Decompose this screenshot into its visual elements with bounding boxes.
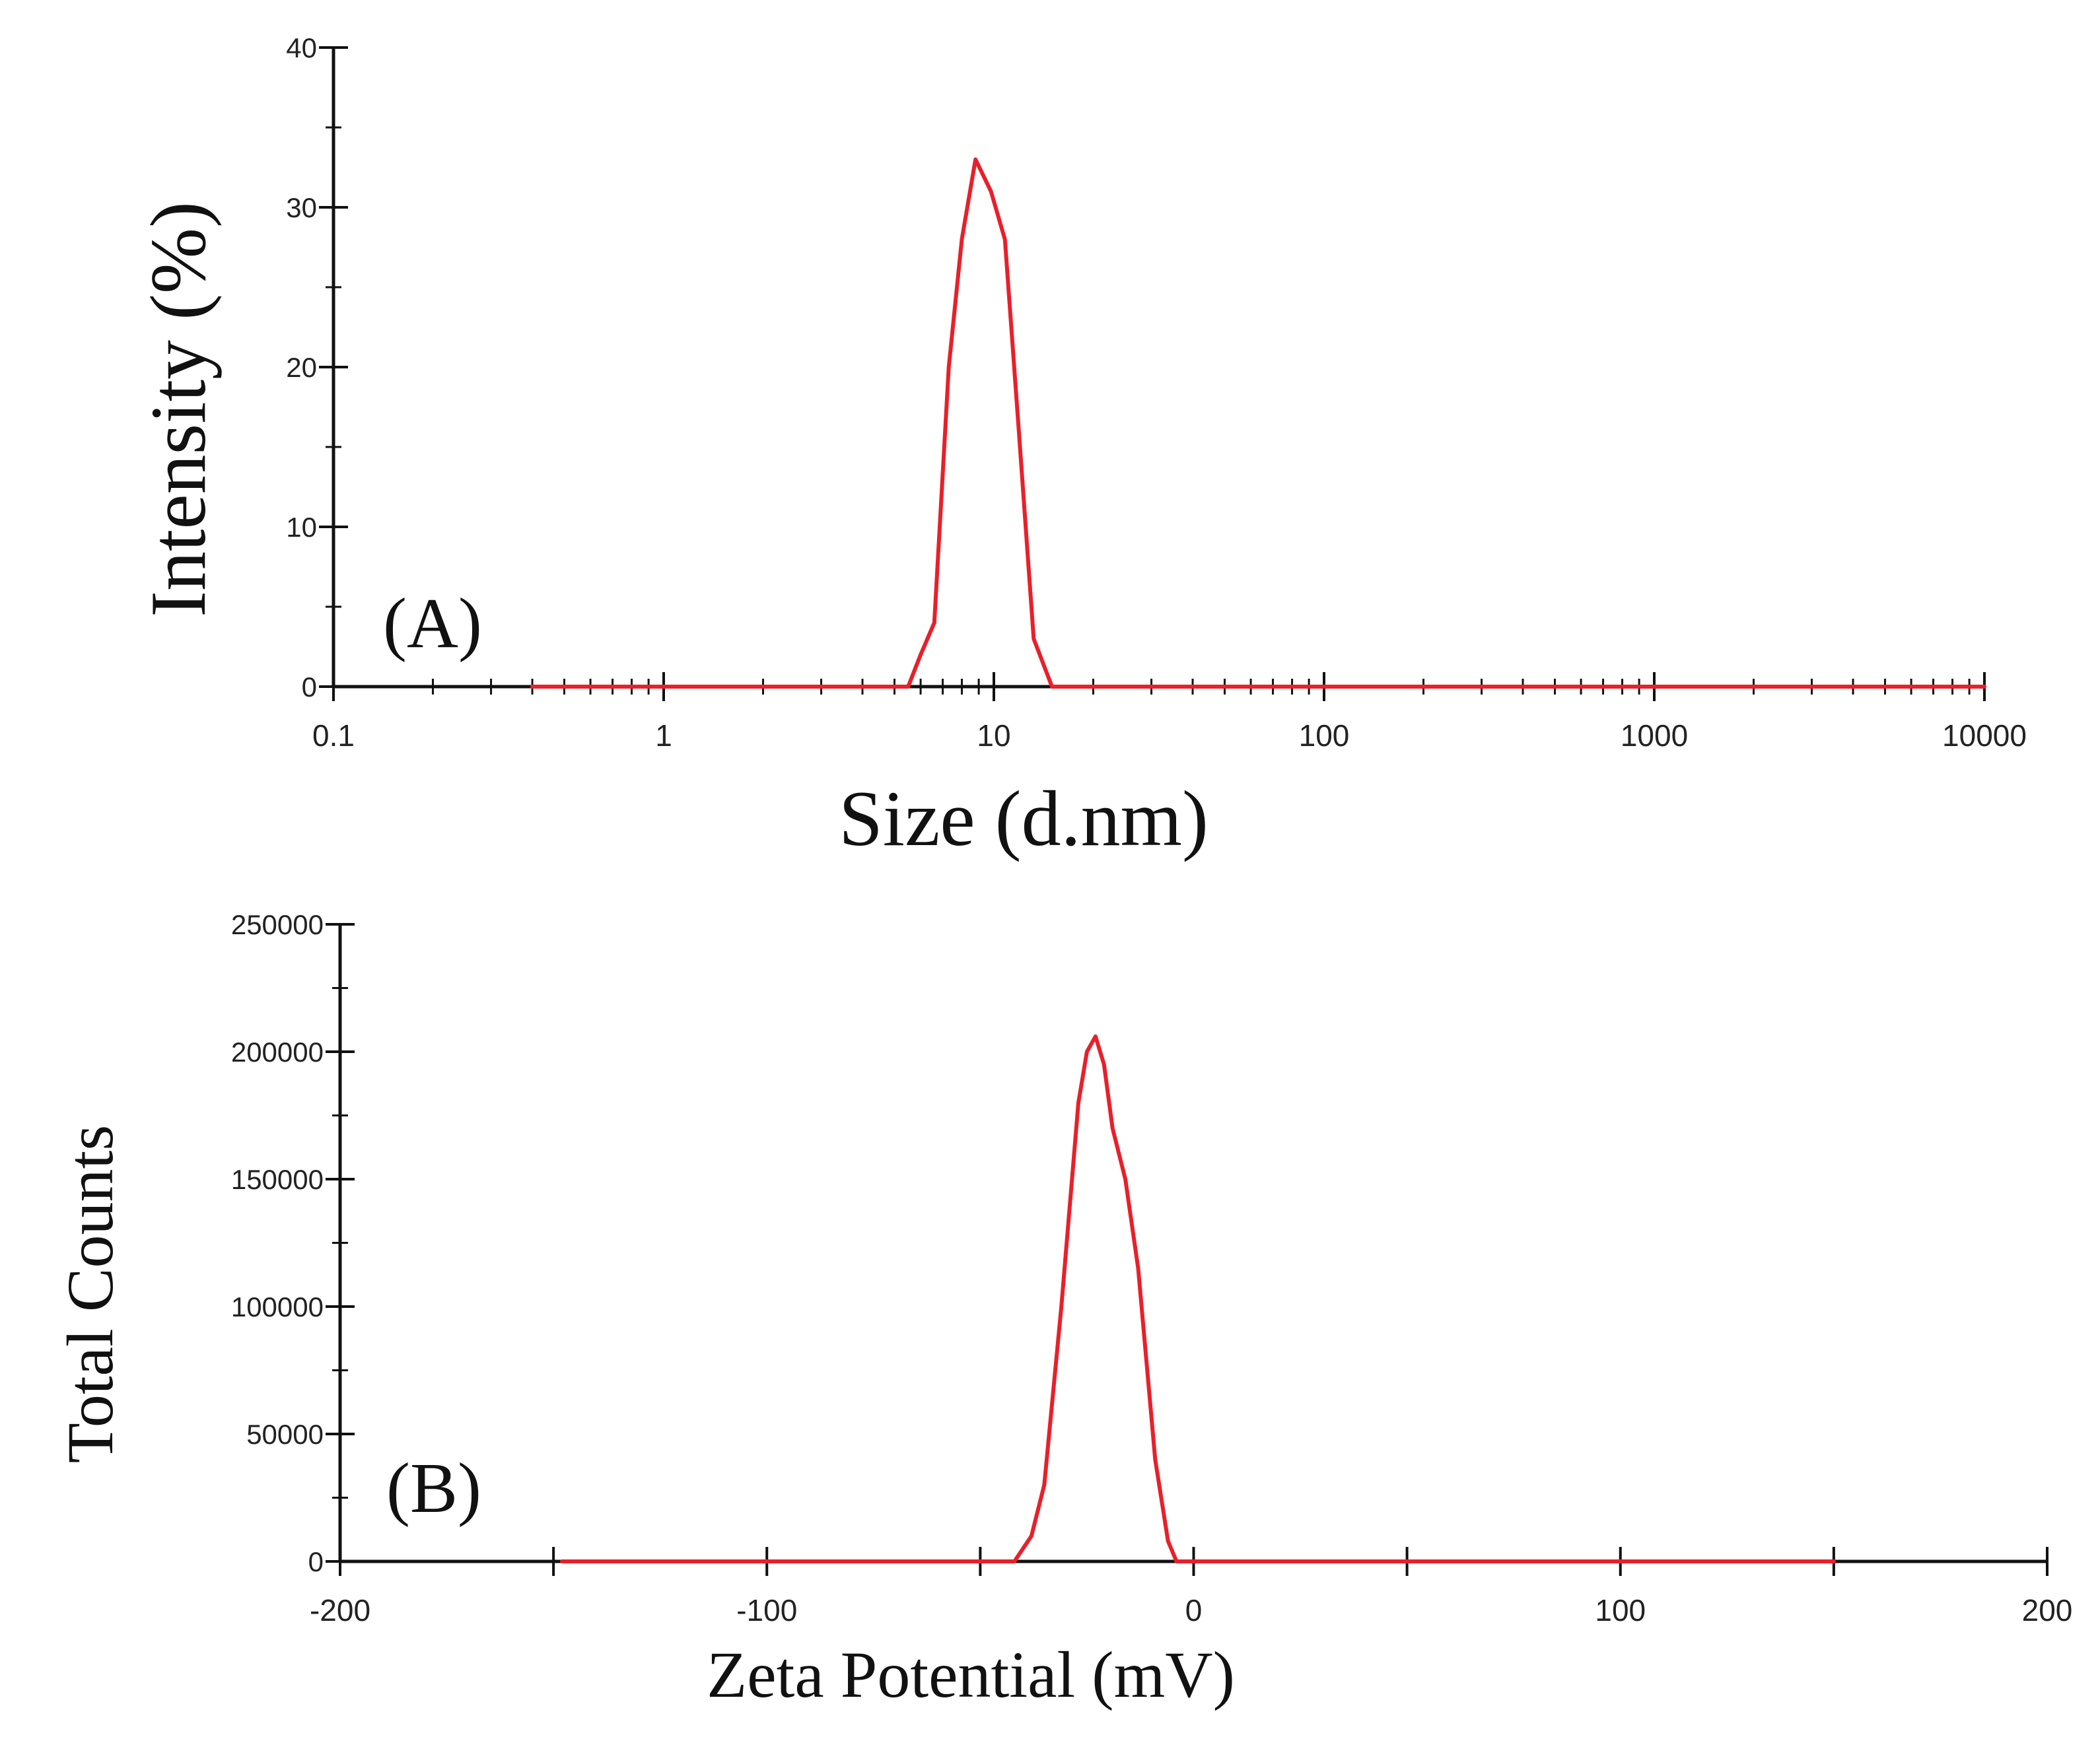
zeta-y-axis-title: Total Counts bbox=[53, 1125, 127, 1463]
size-x-tick-label: 10000 bbox=[1942, 718, 2027, 753]
zeta-y-tick-label: 50000 bbox=[246, 1419, 324, 1450]
size-distribution-chart: 0 10 20 30 40 0.1 1 10 100 1000 10000 (A) Size (d… bbox=[134, 32, 2027, 862]
zeta-x-tick-label: 200 bbox=[2022, 1593, 2073, 1627]
size-x-tick-label: 0.1 bbox=[312, 718, 355, 753]
size-x-tick-label: 10 bbox=[977, 718, 1010, 753]
zeta-chart-y-ticks: 0 50000 100000 150000 200000 250000 bbox=[231, 909, 355, 1577]
zeta-y-tick-label: 150000 bbox=[231, 1164, 324, 1195]
zeta-chart-series bbox=[560, 1034, 1836, 1563]
panel-label-b: (B) bbox=[386, 1449, 481, 1528]
size-chart-series bbox=[530, 157, 1986, 689]
size-y-tick-label: 20 bbox=[286, 352, 317, 383]
zeta-y-tick-label: 100000 bbox=[231, 1291, 324, 1322]
size-series-line bbox=[530, 157, 1986, 689]
size-y-tick-label: 0 bbox=[302, 671, 317, 702]
size-x-tick-label: 1 bbox=[655, 718, 672, 753]
size-x-axis-title: Size (d.nm) bbox=[839, 774, 1208, 862]
zeta-chart-x-ticks: -200 -100 0 100 200 bbox=[310, 1547, 2072, 1627]
zeta-y-tick-label: 200000 bbox=[231, 1037, 324, 1068]
size-x-tick-label: 1000 bbox=[1621, 718, 1688, 753]
zeta-series-line bbox=[560, 1034, 1836, 1563]
zeta-x-tick-label: -200 bbox=[310, 1593, 370, 1627]
zeta-x-tick-label: 100 bbox=[1595, 1593, 1646, 1627]
zeta-potential-chart: 0 50000 100000 150000 200000 250000 -200 -100 0… bbox=[53, 909, 2072, 1711]
zeta-x-axis-title: Zeta Potential (mV) bbox=[707, 1638, 1235, 1711]
size-y-tick-label: 30 bbox=[286, 192, 317, 223]
size-y-axis-title: Intensity (%) bbox=[134, 201, 222, 617]
zeta-x-tick-label: -100 bbox=[736, 1593, 797, 1627]
size-chart-y-ticks: 0 10 20 30 40 bbox=[286, 32, 348, 702]
panel-label-a: (A) bbox=[383, 584, 482, 663]
zeta-x-tick-label: 0 bbox=[1185, 1593, 1203, 1627]
size-y-tick-label: 10 bbox=[286, 512, 317, 543]
zeta-y-tick-label: 0 bbox=[308, 1546, 324, 1577]
size-y-tick-label: 40 bbox=[286, 32, 317, 63]
size-x-tick-label: 100 bbox=[1299, 718, 1350, 753]
zeta-y-tick-label: 250000 bbox=[231, 909, 324, 940]
